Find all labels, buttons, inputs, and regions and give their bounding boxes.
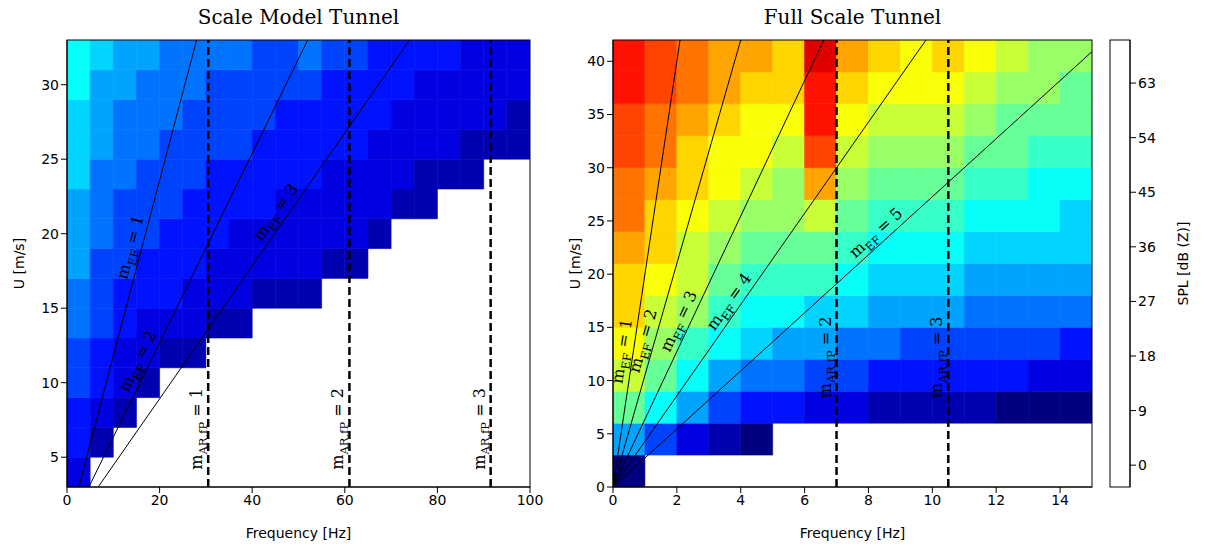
svg-text:Full Scale Tunnel: Full Scale Tunnel: [764, 5, 942, 29]
svg-text:5: 5: [596, 426, 605, 442]
svg-text:mEF = 2: mEF = 2: [625, 307, 665, 376]
svg-text:63: 63: [1138, 75, 1156, 91]
svg-text:mEF = 3: mEF = 3: [249, 180, 305, 247]
svg-text:54: 54: [1138, 130, 1156, 146]
svg-text:35: 35: [587, 106, 605, 122]
svg-text:36: 36: [1138, 239, 1156, 255]
svg-text:4: 4: [736, 492, 745, 508]
svg-text:mEF = 3: mEF = 3: [656, 288, 704, 357]
svg-text:27: 27: [1138, 293, 1156, 309]
svg-text:20: 20: [41, 226, 59, 242]
svg-text:0: 0: [63, 492, 72, 508]
svg-text:0: 0: [1138, 457, 1147, 473]
svg-text:6: 6: [800, 492, 809, 508]
svg-text:U [m/s]: U [m/s]: [11, 238, 27, 289]
svg-text:15: 15: [587, 319, 605, 335]
svg-text:40: 40: [587, 53, 605, 69]
svg-text:14: 14: [1051, 492, 1069, 508]
svg-text:30: 30: [587, 160, 605, 176]
svg-text:10: 10: [41, 375, 59, 391]
svg-text:20: 20: [587, 266, 605, 282]
svg-text:mEF = 5: mEF = 5: [845, 204, 909, 265]
svg-text:18: 18: [1138, 348, 1156, 364]
svg-text:40: 40: [243, 492, 261, 508]
svg-text:mAR,fP = 3: mAR,fP = 3: [927, 317, 950, 399]
svg-text:mAR,fP = 3: mAR,fP = 3: [470, 388, 493, 470]
svg-text:Scale Model Tunnel: Scale Model Tunnel: [198, 5, 400, 29]
svg-text:15: 15: [41, 300, 59, 316]
svg-text:2: 2: [672, 492, 681, 508]
svg-text:10: 10: [587, 373, 605, 389]
svg-text:U [m/s]: U [m/s]: [567, 238, 583, 289]
svg-text:5: 5: [50, 449, 59, 465]
svg-text:mEF = 2: mEF = 2: [115, 328, 164, 397]
svg-text:10: 10: [923, 492, 941, 508]
svg-text:25: 25: [41, 151, 59, 167]
svg-text:80: 80: [428, 492, 446, 508]
svg-text:30: 30: [41, 77, 59, 93]
svg-text:100: 100: [517, 492, 544, 508]
svg-text:mEF = 4: mEF = 4: [702, 269, 758, 336]
svg-text:mAR,fP = 1: mAR,fP = 1: [187, 388, 210, 470]
svg-text:0: 0: [609, 492, 618, 508]
svg-text:mAR,fP = 2: mAR,fP = 2: [816, 317, 839, 399]
svg-text:mEF = 1: mEF = 1: [113, 213, 152, 282]
svg-text:25: 25: [587, 213, 605, 229]
svg-text:9: 9: [1138, 403, 1147, 419]
svg-text:Frequency [Hz]: Frequency [Hz]: [246, 525, 352, 541]
svg-text:mEF = 1: mEF = 1: [608, 317, 640, 385]
svg-text:mAR,fP = 2: mAR,fP = 2: [328, 388, 351, 470]
svg-text:60: 60: [336, 492, 354, 508]
svg-text:20: 20: [151, 492, 169, 508]
svg-text:12: 12: [987, 492, 1005, 508]
svg-text:0: 0: [596, 479, 605, 495]
svg-text:45: 45: [1138, 184, 1156, 200]
svg-text:Frequency [Hz]: Frequency [Hz]: [800, 525, 906, 541]
svg-text:SPL [dB (Z)]: SPL [dB (Z)]: [1175, 222, 1191, 306]
svg-text:8: 8: [864, 492, 873, 508]
